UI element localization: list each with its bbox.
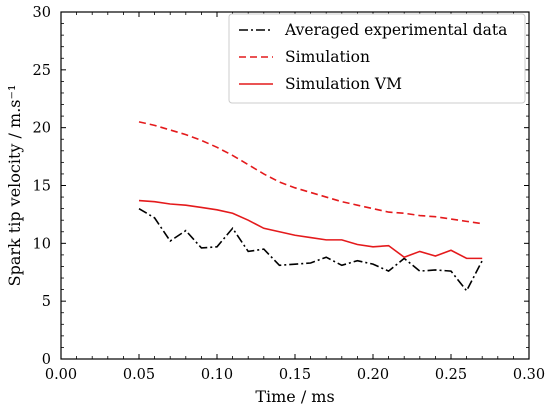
legend-box xyxy=(228,13,526,104)
y-tick-label: 30 xyxy=(33,5,51,21)
series-line-1 xyxy=(138,121,483,225)
x-tick-label: 0.20 xyxy=(357,367,389,383)
y-axis-label: Spark tip velocity / m.s⁻¹ xyxy=(5,85,24,287)
x-axis: 0.00 0.05 0.10 0.15 0.20 0.25 0.30 xyxy=(45,12,545,383)
x-axis-label: Time / ms xyxy=(255,387,334,406)
y-tick-label: 25 xyxy=(33,63,51,79)
y-tick-label: 0 xyxy=(42,352,51,368)
x-tick-label: 0.05 xyxy=(123,367,155,383)
y-tick-label: 5 xyxy=(42,294,51,310)
legend-label-1: Simulation xyxy=(285,48,370,66)
y-axis: 0 5 10 15 20 25 30 xyxy=(33,5,529,368)
y-tick-label: 10 xyxy=(33,236,51,252)
y-tick-label: 20 xyxy=(33,121,51,137)
legend-label-0: Averaged experimental data xyxy=(284,21,507,39)
legend-label-2: Simulation VM xyxy=(285,75,402,93)
series-layer xyxy=(138,121,483,293)
x-tick-label: 0.30 xyxy=(513,367,545,383)
x-tick-label: 0.25 xyxy=(435,367,467,383)
x-tick-label: 0.10 xyxy=(201,367,233,383)
x-tick-label: 0.00 xyxy=(45,367,77,383)
y-tick-label: 15 xyxy=(33,179,51,195)
legend: Averaged experimental data Simulation Simu… xyxy=(228,13,526,104)
x-tick-label: 0.15 xyxy=(279,367,311,383)
series-line-2 xyxy=(138,199,483,260)
series-line-0 xyxy=(138,207,483,293)
